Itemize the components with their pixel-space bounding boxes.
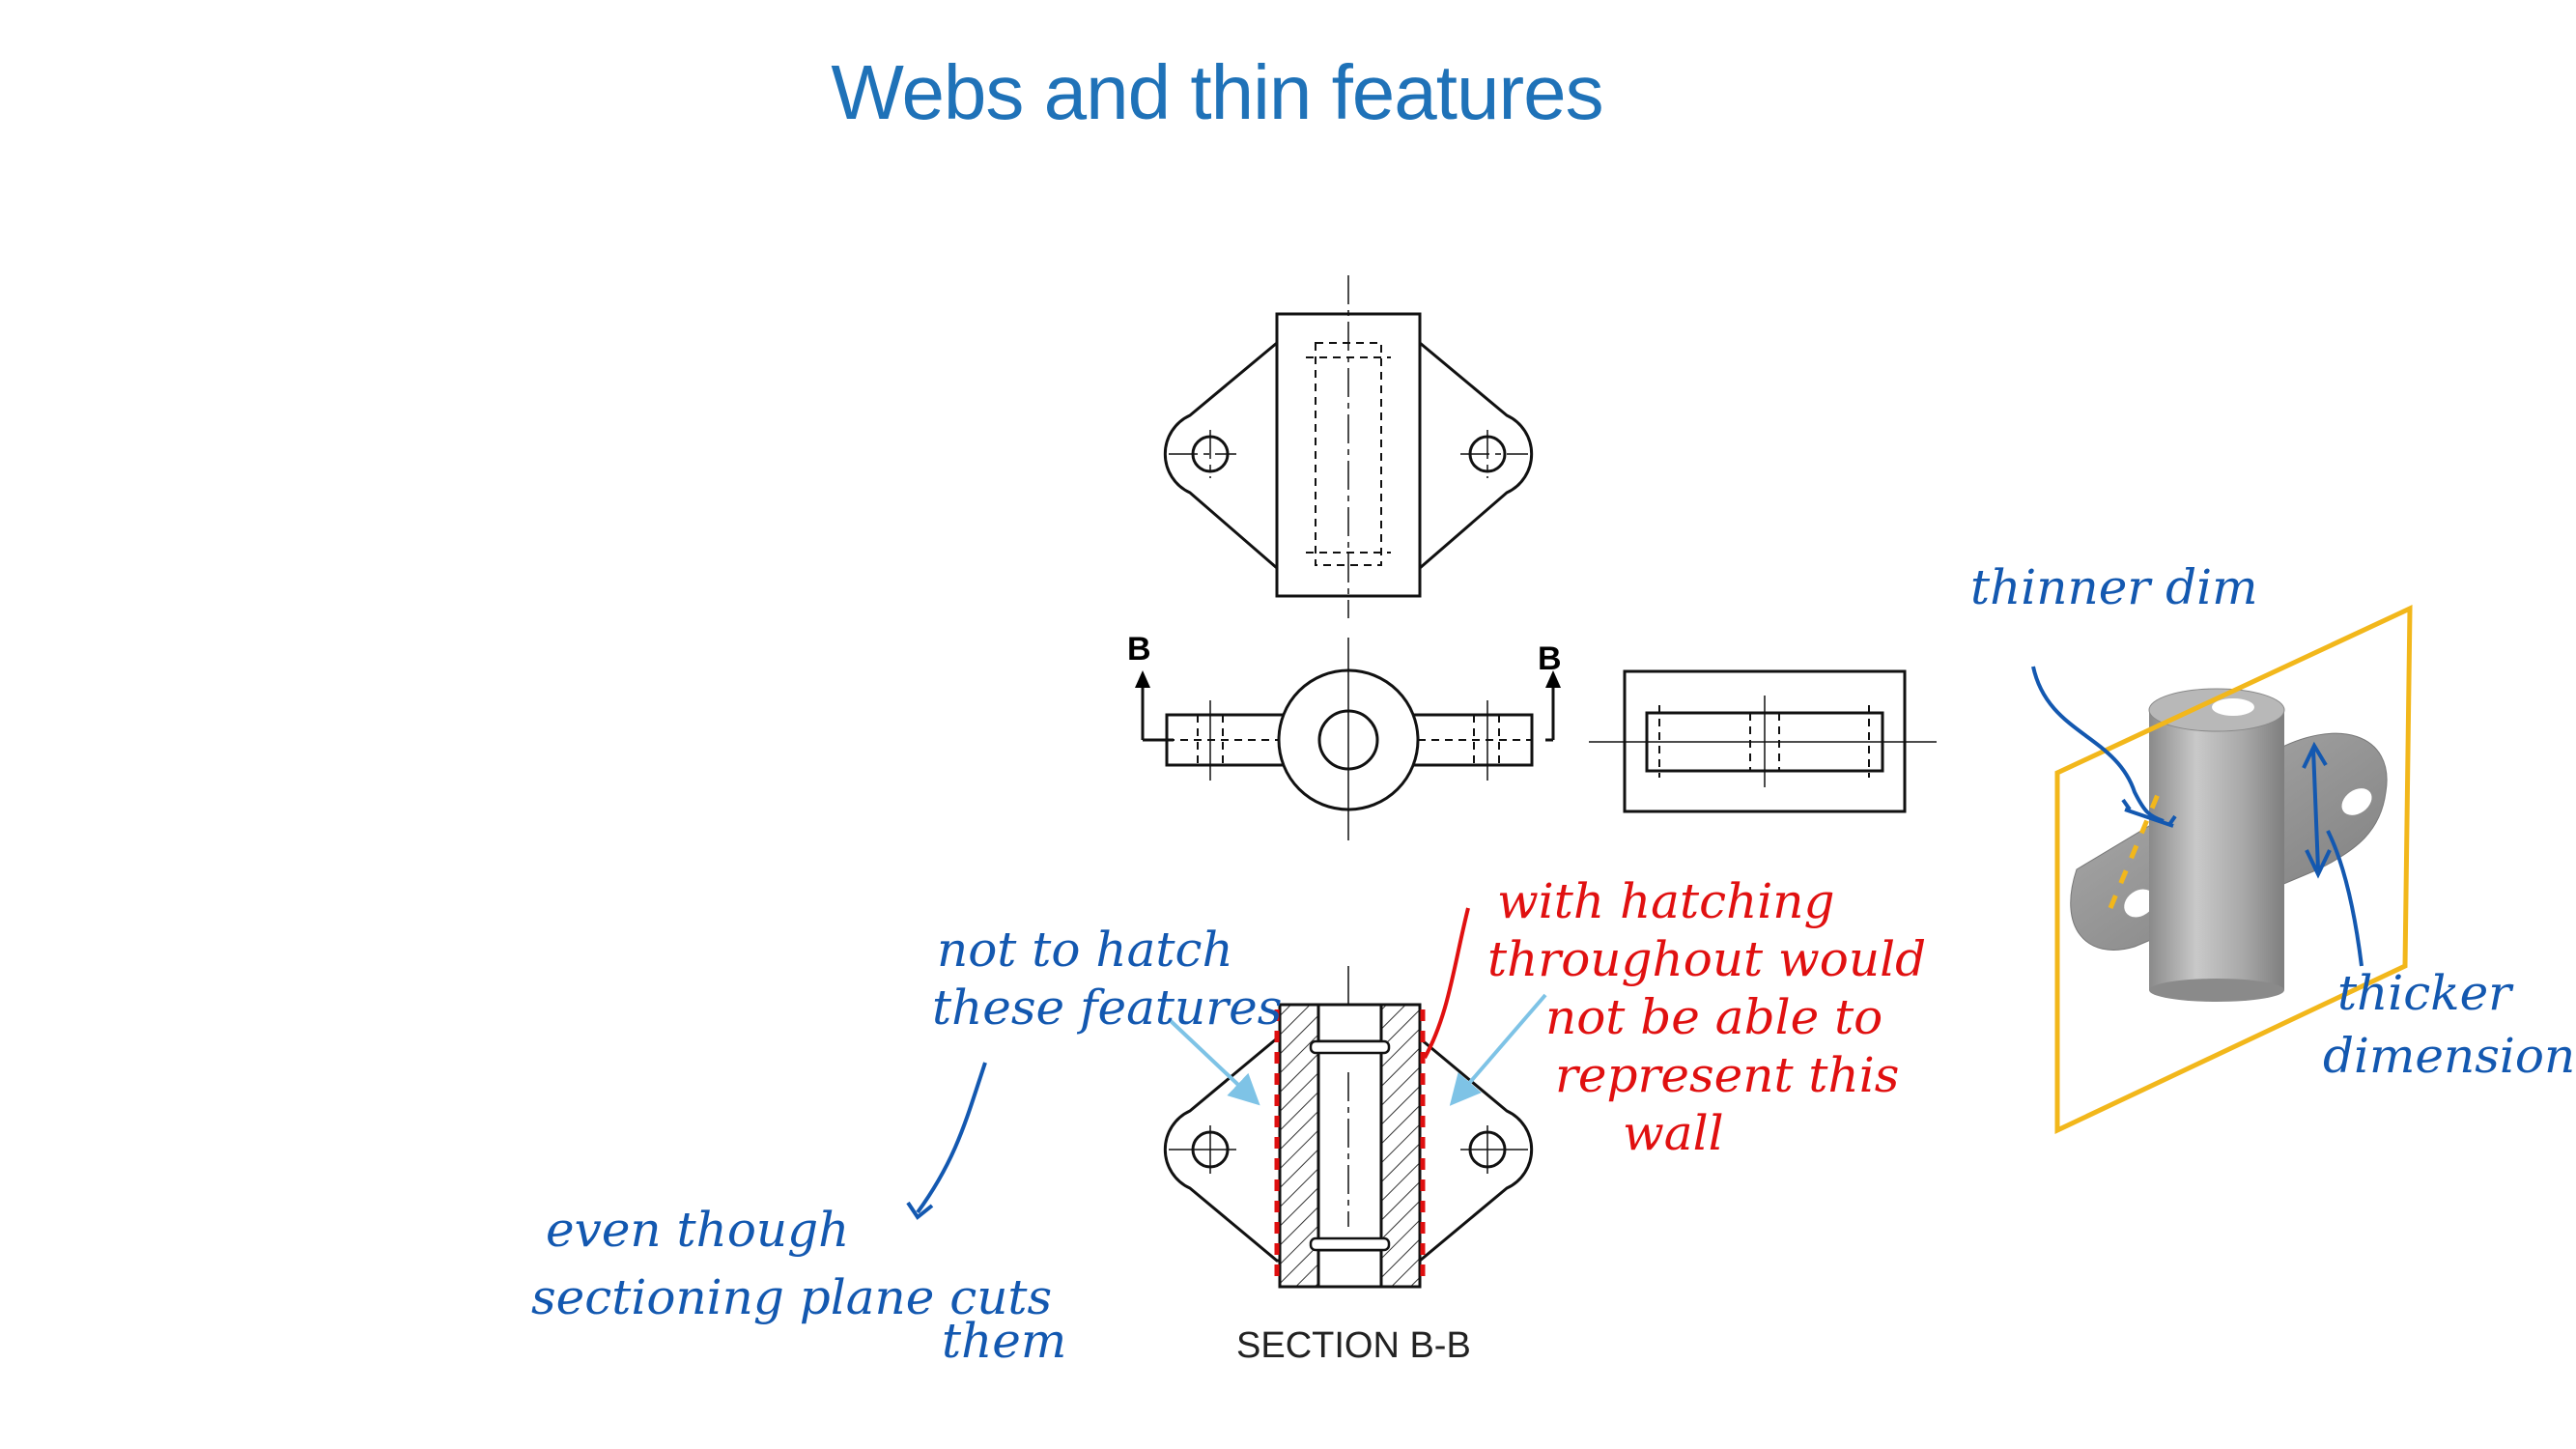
section-arrow-left (1135, 670, 1150, 688)
section-bore (1316, 1039, 1383, 1252)
red-note-line4: represent this (1555, 1047, 1899, 1103)
blue-note-bottom: even though sectioning plane cuts them (531, 1202, 1066, 1369)
thinner-leader (2031, 666, 2165, 823)
section-marker-right: B (1538, 640, 1562, 677)
slide-title: Webs and thin features (831, 49, 1603, 135)
red-note-line5: wall (1623, 1105, 1724, 1161)
iso-flange-hole-right (2341, 788, 2372, 815)
arrow-to-left-web (1167, 1017, 1260, 1106)
blue-connector-arrowhead (906, 1201, 934, 1220)
iso-cylinder-bottom (2149, 979, 2284, 1002)
blue-note-top-line2: these features (932, 980, 1282, 1036)
iso-thicker-label-line2: dimension (2323, 1028, 2575, 1084)
thinner-dim-arrow (2121, 798, 2177, 828)
iso-cylinder-body (2149, 710, 2284, 990)
blue-connector-stroke (916, 1062, 987, 1214)
side-view-center-lines (1589, 696, 1937, 787)
side-view (1589, 669, 1937, 813)
red-wall-marks (1274, 1009, 1426, 1285)
lightblue-arrows (1167, 993, 1547, 1106)
thicker-dim-arrow (2302, 741, 2332, 879)
section-bore-grooves (1309, 1039, 1391, 1252)
blue-note-top-line1: not to hatch (937, 922, 1233, 978)
top-view (1163, 275, 1534, 618)
red-note-line2: throughout would (1487, 931, 1926, 987)
front-view (1135, 638, 1561, 840)
section-center-lines (1169, 966, 1528, 1227)
iso-cylinder-bore (2212, 698, 2254, 716)
section-plane (2054, 605, 2413, 1134)
section-marker-left: B (1127, 631, 1151, 668)
blue-note-top: not to hatch these features (932, 922, 1282, 1036)
red-note: with hatching throughout would not be ab… (1487, 873, 1926, 1161)
front-view-center-lines (1209, 638, 1488, 840)
red-note-line1: with hatching (1497, 873, 1835, 929)
blue-note-bottom-line2: sectioning plane cuts (531, 1269, 1052, 1325)
section-line-b (1141, 686, 1555, 742)
blue-note-bottom-line1: even though (546, 1202, 849, 1258)
section-arrow-right (1545, 670, 1561, 688)
top-view-center-lines (1169, 275, 1528, 618)
blue-note-bottom-line3: them (942, 1313, 1066, 1369)
iso-thicker-label-line1: thicker (2337, 965, 2514, 1021)
iso-thinner-label: thinner dim (1970, 559, 2258, 615)
iso-flange-hole-left (2124, 889, 2155, 918)
red-note-line3: not be able to (1545, 989, 1882, 1045)
red-pointer-stroke (1423, 907, 1470, 1059)
front-view-hidden-holes (1167, 715, 1532, 765)
isometric-part (2070, 688, 2388, 1002)
thicker-leader (2326, 830, 2364, 967)
plane-intersection-dashes (2108, 791, 2162, 909)
section-label: SECTION B-B (1236, 1325, 1471, 1366)
arrow-to-right-web (1449, 993, 1547, 1106)
